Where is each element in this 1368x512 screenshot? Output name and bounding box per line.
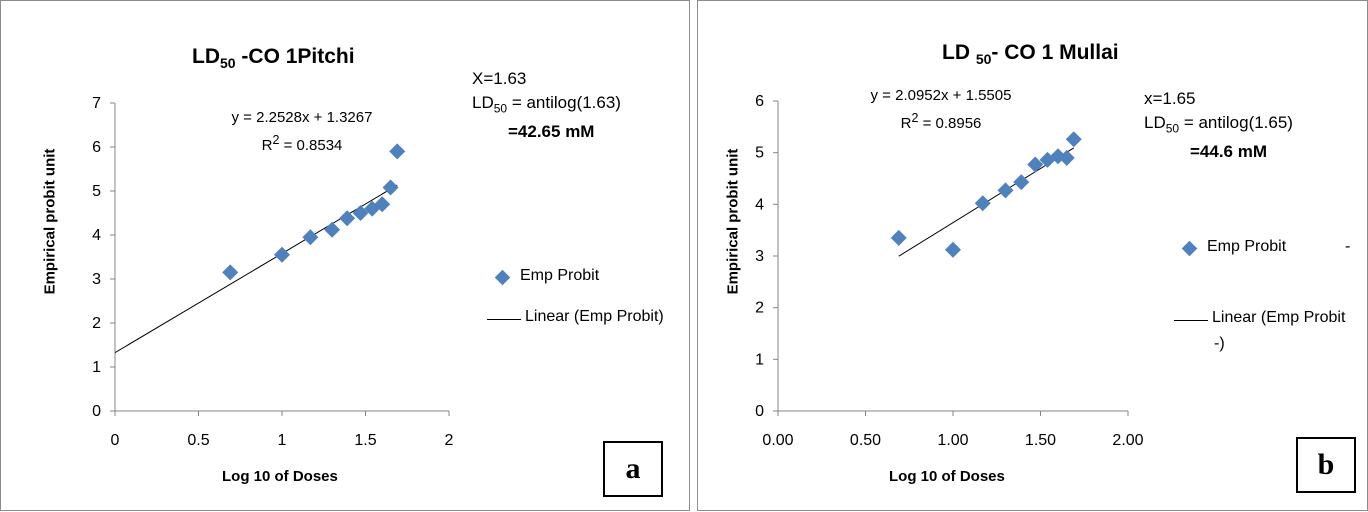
- x-tick-label: 0.00: [762, 432, 793, 449]
- chart-b-legend-line-entry: Linear (Emp Probit: [1174, 309, 1345, 327]
- y-tick-label: 2: [92, 315, 101, 332]
- data-point: [389, 143, 406, 160]
- data-point: [302, 229, 319, 246]
- line-marker-icon: [1174, 320, 1208, 321]
- data-point: [324, 221, 341, 238]
- data-point: [945, 241, 961, 258]
- chart-b-ld50-annotation: x=1.65 LD50 = antilog(1.65) =44.6 mM: [1144, 89, 1293, 162]
- x-tick-label: 2: [445, 432, 454, 449]
- data-point: [974, 195, 991, 212]
- data-point: [382, 179, 399, 196]
- x-tick-label: 1.5: [354, 432, 376, 449]
- diamond-marker-icon: [494, 269, 511, 286]
- chart-b-title: LD 50- CO 1 Mullai: [942, 41, 1119, 68]
- y-tick-label: 5: [755, 145, 764, 162]
- chart-a-legend-marker-entry: Emp Probit: [491, 267, 599, 286]
- x-tick-label: 2.00: [1112, 432, 1143, 449]
- y-tick-label: 4: [755, 196, 764, 213]
- chart-a-legend-line-entry: Linear (Emp Probit): [487, 308, 664, 326]
- diamond-marker-icon: [1181, 240, 1198, 257]
- y-tick-label: 3: [755, 248, 764, 265]
- x-tick-label: 1: [278, 432, 287, 449]
- chart-a-y-axis-label: Empirical probit unit: [41, 148, 59, 295]
- y-tick-label: 0: [92, 403, 101, 420]
- chart-b-x-axis-label: Log 10 of Doses: [889, 468, 1005, 485]
- y-tick-label: 0: [755, 403, 764, 420]
- line-marker-icon: [487, 319, 521, 320]
- data-point: [1058, 149, 1075, 166]
- data-point: [997, 182, 1014, 199]
- y-tick-label: 7: [92, 95, 101, 112]
- chart-a-trendline-equation: y = 2.2528x + 1.3267 R2 = 0.8534: [231, 109, 373, 154]
- data-point: [374, 196, 391, 213]
- data-point: [1065, 131, 1082, 148]
- x-tick-label: 0: [111, 432, 120, 449]
- data-point: [339, 210, 356, 227]
- y-tick-label: 3: [92, 271, 101, 288]
- x-tick-label: 1.00: [937, 432, 968, 449]
- data-point: [890, 229, 907, 246]
- chart-b-legend-line-entry-cont: -): [1214, 335, 1225, 352]
- y-tick-label: 4: [92, 227, 101, 244]
- chart-panel-b: 0 1 2 3 4 5 6 0.00 0.50 1.00 1.50 2.00 LD 50- CO 1 …: [697, 0, 1368, 511]
- chart-panel-a: 0 1 2 3 4 5 6 7 0 0.5 1 1.5 2 LD50 -CO 1Pitchi Empir…: [0, 0, 690, 511]
- x-tick-label: 0.50: [850, 432, 881, 449]
- chart-a-plot: 0 1 2 3 4 5 6 7 0 0.5 1 1.5 2: [92, 95, 454, 449]
- chart-b-trendline-equation: y = 2.0952x + 1.5505 R2 = 0.8956: [870, 87, 1012, 132]
- y-tick-label: 6: [92, 139, 101, 156]
- panel-label-b: b: [1296, 437, 1356, 493]
- y-tick-label: 2: [755, 300, 764, 317]
- data-point: [222, 264, 239, 281]
- data-point: [1027, 156, 1044, 173]
- trendline: [114, 184, 398, 354]
- x-tick-label: 1.50: [1025, 432, 1056, 449]
- y-tick-label: 6: [755, 93, 764, 110]
- y-tick-label: 5: [92, 183, 101, 200]
- chart-b-legend-marker-entry: Emp Probit: [1178, 238, 1286, 257]
- data-point: [352, 205, 369, 221]
- y-tick-label: 1: [92, 359, 101, 376]
- chart-a-ld50-annotation: X=1.63 LD50 = antilog(1.63) =42.65 mM: [472, 69, 621, 142]
- chart-a-title: LD50 -CO 1Pitchi: [192, 45, 355, 72]
- data-point: [274, 246, 290, 263]
- panel-label-a: a: [603, 441, 663, 497]
- chart-b-legend-dash: -: [1345, 238, 1351, 255]
- chart-a-x-axis-label: Log 10 of Doses: [222, 468, 338, 485]
- y-tick-label: 1: [755, 351, 764, 368]
- chart-b-plot: 0 1 2 3 4 5 6 0.00 0.50 1.00 1.50 2.00: [755, 93, 1144, 449]
- chart-b-y-axis-label: Empirical probit unit: [724, 148, 742, 295]
- x-tick-label: 0.5: [187, 432, 209, 449]
- data-point: [1013, 174, 1030, 191]
